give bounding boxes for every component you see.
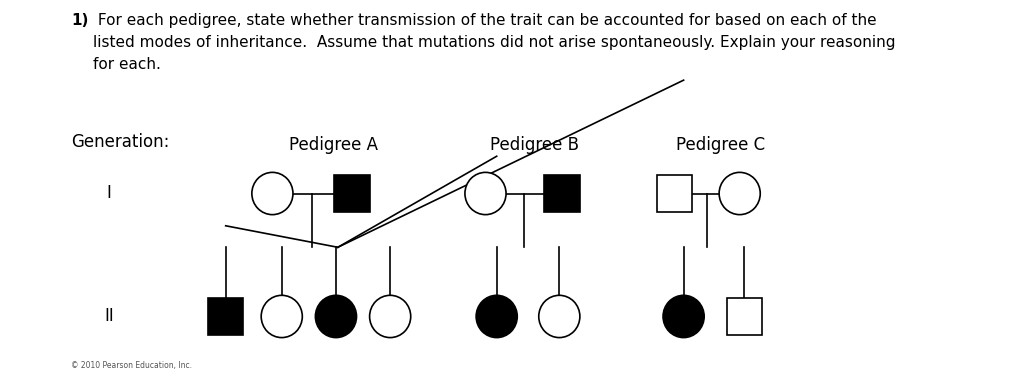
Ellipse shape: [315, 295, 356, 337]
Ellipse shape: [476, 295, 517, 337]
Text: © 2010 Pearson Education, Inc.: © 2010 Pearson Education, Inc.: [72, 361, 193, 370]
FancyBboxPatch shape: [545, 175, 580, 212]
Ellipse shape: [261, 295, 302, 337]
Text: Pedigree A: Pedigree A: [289, 137, 378, 154]
FancyBboxPatch shape: [656, 175, 692, 212]
Text: I: I: [106, 185, 112, 202]
Ellipse shape: [539, 295, 580, 337]
Ellipse shape: [664, 295, 705, 337]
Ellipse shape: [370, 295, 411, 337]
Text: II: II: [104, 307, 114, 325]
Text: For each pedigree, state whether transmission of the trait can be accounted for : For each pedigree, state whether transmi…: [93, 13, 895, 72]
Text: Pedigree C: Pedigree C: [677, 137, 766, 154]
Text: 1): 1): [72, 13, 89, 28]
FancyBboxPatch shape: [334, 175, 370, 212]
Text: Generation:: Generation:: [72, 133, 170, 151]
FancyBboxPatch shape: [208, 298, 244, 335]
Ellipse shape: [465, 172, 506, 215]
Ellipse shape: [252, 172, 293, 215]
Ellipse shape: [719, 172, 760, 215]
Text: Pedigree B: Pedigree B: [489, 137, 579, 154]
FancyBboxPatch shape: [727, 298, 762, 335]
